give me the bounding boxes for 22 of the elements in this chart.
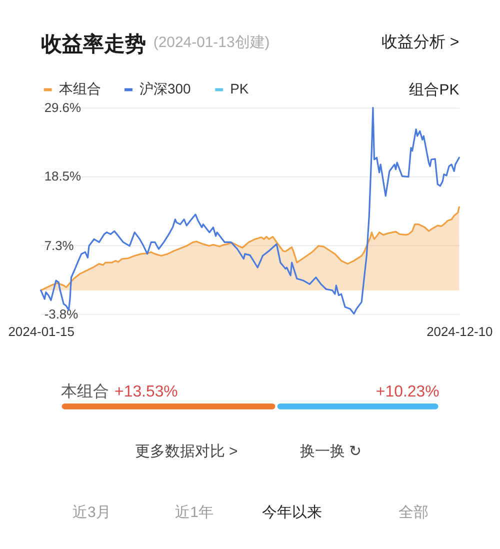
- text: 今年以来: [262, 504, 322, 521]
- text: 近3月: [72, 504, 111, 521]
- text: 组合PK: [409, 82, 460, 99]
- text: 换一换 ↻: [300, 443, 362, 460]
- text: 更多数据对比 >: [134, 443, 238, 460]
- y-tick-label: 18.5%: [44, 168, 82, 184]
- text: 全部: [398, 504, 428, 521]
- text: 近1年: [175, 504, 214, 521]
- data-label: +10.23%: [376, 383, 440, 400]
- legend-label: PK: [230, 80, 250, 97]
- y-tick-label: -3.8%: [44, 306, 79, 322]
- data-label: +13.53%: [114, 383, 178, 400]
- x-tick-label: 2024-01-15: [8, 324, 74, 340]
- legend-label: 沪深300: [139, 80, 191, 97]
- chart-subtitle: (2024-01-13创建): [153, 34, 270, 51]
- chart-title: 收益率走势: [40, 32, 146, 56]
- legend-label: 本组合: [58, 80, 101, 97]
- text: 收益分析 >: [381, 32, 460, 51]
- y-tick-label: 7.3%: [44, 238, 74, 253]
- y-tick-label: 29.6%: [44, 100, 82, 116]
- x-tick-label: 2024-12-10: [426, 324, 493, 340]
- series-label: 本组合: [60, 382, 109, 400]
